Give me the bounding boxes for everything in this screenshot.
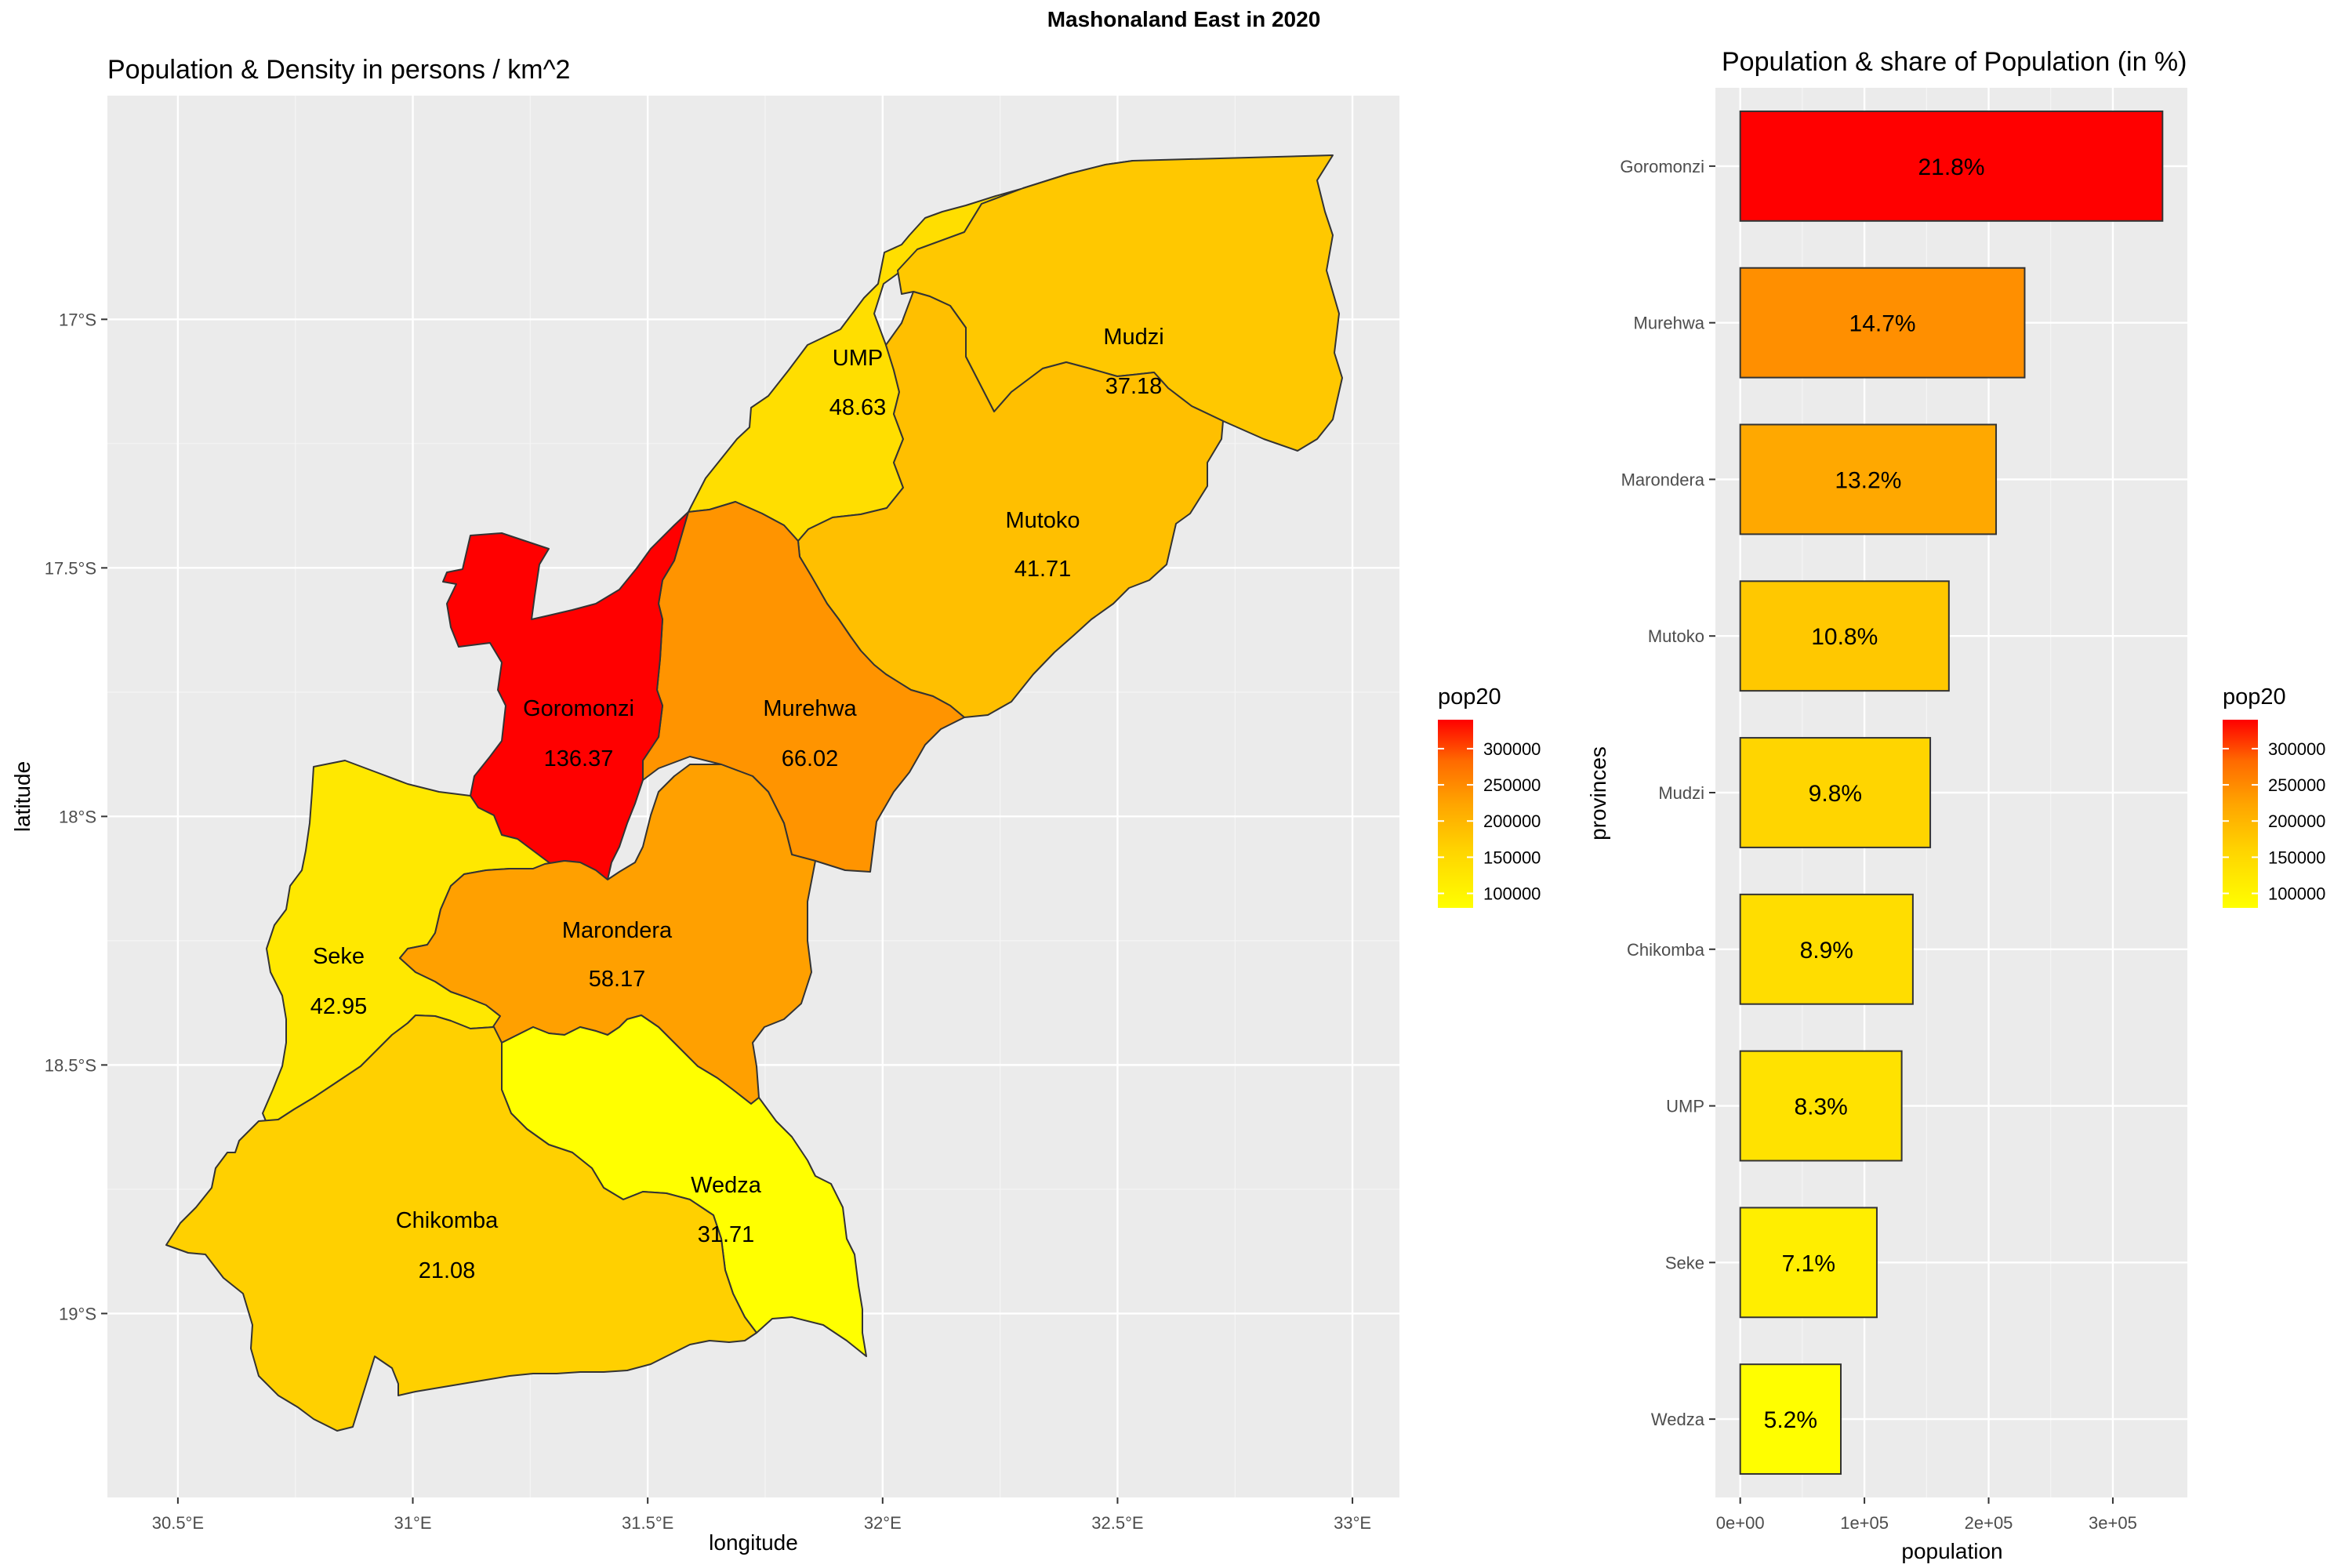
bar-value-label: 7.1%: [1782, 1250, 1835, 1276]
region-value-mudzi: 37.18: [1105, 374, 1163, 399]
bar-ump: [1739, 1050, 1903, 1162]
bar-title: Population & share of Population (in %): [1722, 47, 2187, 77]
bar-value-label: 9.8%: [1809, 781, 1862, 807]
bar-marondera: [1739, 423, 1998, 535]
bar-category-label: Marondera: [1621, 470, 1705, 489]
bar-value-label: 5.2%: [1764, 1407, 1817, 1433]
map-y-tick-label: 18°S: [59, 807, 96, 826]
region-label-goromonzi: Goromonzi: [523, 696, 634, 721]
region-label-murehwa: Murehwa: [763, 696, 857, 721]
map-legend-title: pop20: [1438, 684, 1501, 710]
bar-x-tick-label: 1e+05: [1840, 1513, 1889, 1533]
bar-value-label: 8.9%: [1800, 938, 1853, 964]
map-ylabel: latitude: [10, 761, 34, 832]
bar-category-label: Seke: [1665, 1253, 1704, 1272]
legend-tick-label: 100000: [1483, 884, 1541, 904]
legend-tick-label: 150000: [2268, 848, 2325, 867]
map-x-tick-label: 31°E: [394, 1513, 432, 1533]
map-x-tick-label: 31.5°E: [622, 1513, 673, 1533]
map-panel: Population & Density in persons / km^2 G…: [10, 55, 1399, 1555]
bar-axes: 0e+00 1e+05 2e+05 3e+05 Goromonzi Murehwa Maro…: [1620, 157, 2136, 1533]
bar-legend-colorbar: [2223, 720, 2258, 908]
map-x-tick-label: 33°E: [1334, 1513, 1371, 1533]
bar-wedza: [1739, 1363, 1842, 1475]
region-label-ump: UMP: [833, 346, 883, 371]
bar-value-label: 13.2%: [1835, 467, 1901, 493]
bar-ylabel: provinces: [1586, 746, 1610, 840]
region-value-ump: 48.63: [829, 395, 887, 420]
bar-legend-title: pop20: [2223, 684, 2286, 710]
bar-value-label: 10.8%: [1811, 624, 1878, 650]
bar-category-label: Mudzi: [1658, 783, 1704, 803]
map-region-labels: Goromonzi 136.37 Murehwa 66.02 Marondera…: [310, 325, 1164, 1283]
bar-category-label: Wedza: [1651, 1410, 1705, 1429]
bar-panel: Population & share of Population (in %) …: [1586, 47, 2187, 1563]
region-value-goromonzi: 136.37: [544, 746, 614, 771]
map-x-tick-label: 32.5°E: [1091, 1513, 1143, 1533]
map-y-tick-label: 19°S: [59, 1304, 96, 1323]
region-chikomba: [165, 1014, 757, 1432]
bar-category-label: Mutoko: [1648, 626, 1704, 646]
legend-tick-label: 300000: [2268, 739, 2325, 759]
bar-value-label: 8.3%: [1794, 1094, 1847, 1120]
map-y-tick-label: 17.5°S: [45, 558, 96, 578]
bar-legend-ticks: 300000 250000 200000 150000 100000: [2223, 739, 2325, 904]
map-legend: pop20 300000 250000 200000 150000 100000: [1438, 684, 1541, 908]
region-label-mutoko: Mutoko: [1005, 508, 1080, 533]
bar-mutoko: [1739, 580, 1950, 692]
bar-category-label: Chikomba: [1627, 940, 1705, 960]
map-legend-ticks: 300000 250000 200000 150000 100000: [1438, 739, 1541, 904]
region-goromonzi: [442, 511, 689, 880]
region-label-marondera: Marondera: [562, 918, 673, 943]
map-xlabel: longitude: [709, 1530, 798, 1555]
legend-tick-label: 100000: [2268, 884, 2325, 904]
map-regions: [165, 154, 1343, 1432]
legend-tick-label: 150000: [1483, 848, 1541, 867]
legend-tick-label: 200000: [2268, 811, 2325, 831]
region-value-murehwa: 66.02: [782, 746, 839, 771]
bar-marks: 21.8% 14.7% 13.2% 10.8% 9.8% 8.9% 8.3% 7.1% 5.2%: [1739, 110, 2164, 1475]
bar-category-label: Goromonzi: [1620, 157, 1704, 176]
map-y-tick-label: 17°S: [59, 310, 96, 329]
region-value-wedza: 31.71: [698, 1222, 755, 1247]
map-legend-colorbar: [1438, 720, 1473, 908]
region-label-mudzi: Mudzi: [1103, 325, 1163, 350]
region-value-chikomba: 21.08: [419, 1258, 476, 1283]
bar-x-tick-label: 3e+05: [2089, 1513, 2137, 1533]
legend-tick-label: 200000: [1483, 811, 1541, 831]
region-label-wedza: Wedza: [691, 1173, 762, 1198]
bar-legend: pop20 300000 250000 200000 150000 100000: [2223, 684, 2325, 908]
map-axes: 30.5°E 31°E 31.5°E 32°E 32.5°E 33°E 17°S 17.5°S…: [45, 310, 1371, 1533]
region-label-chikomba: Chikomba: [396, 1208, 499, 1233]
bar-category-label: UMP: [1666, 1097, 1704, 1116]
bar-murehwa: [1739, 267, 2026, 379]
legend-tick-label: 250000: [1483, 775, 1541, 795]
bar-value-label: 21.8%: [1918, 154, 1984, 180]
region-value-seke: 42.95: [310, 994, 368, 1019]
bar-goromonzi: [1739, 110, 2164, 222]
bar-category-label: Murehwa: [1634, 314, 1705, 333]
map-title: Population & Density in persons / km^2: [107, 55, 570, 85]
bar-x-tick-label: 0e+00: [1716, 1513, 1765, 1533]
legend-tick-label: 300000: [1483, 739, 1541, 759]
bar-chikomba: [1739, 893, 1914, 1005]
map-x-tick-label: 32°E: [864, 1513, 902, 1533]
region-value-marondera: 58.17: [589, 967, 646, 992]
bar-mudzi: [1739, 737, 1932, 848]
figure-suptitle: Mashonaland East in 2020: [1047, 7, 1321, 31]
region-label-seke: Seke: [313, 944, 365, 969]
map-x-tick-label: 30.5°E: [152, 1513, 204, 1533]
bar-xlabel: population: [1901, 1539, 2002, 1563]
bar-seke: [1739, 1207, 1878, 1319]
bar-x-tick-label: 2e+05: [1965, 1513, 2013, 1533]
legend-tick-label: 250000: [2268, 775, 2325, 795]
bar-value-label: 14.7%: [1849, 311, 1916, 337]
region-value-mutoko: 41.71: [1014, 557, 1072, 582]
map-y-tick-label: 18.5°S: [45, 1055, 96, 1075]
